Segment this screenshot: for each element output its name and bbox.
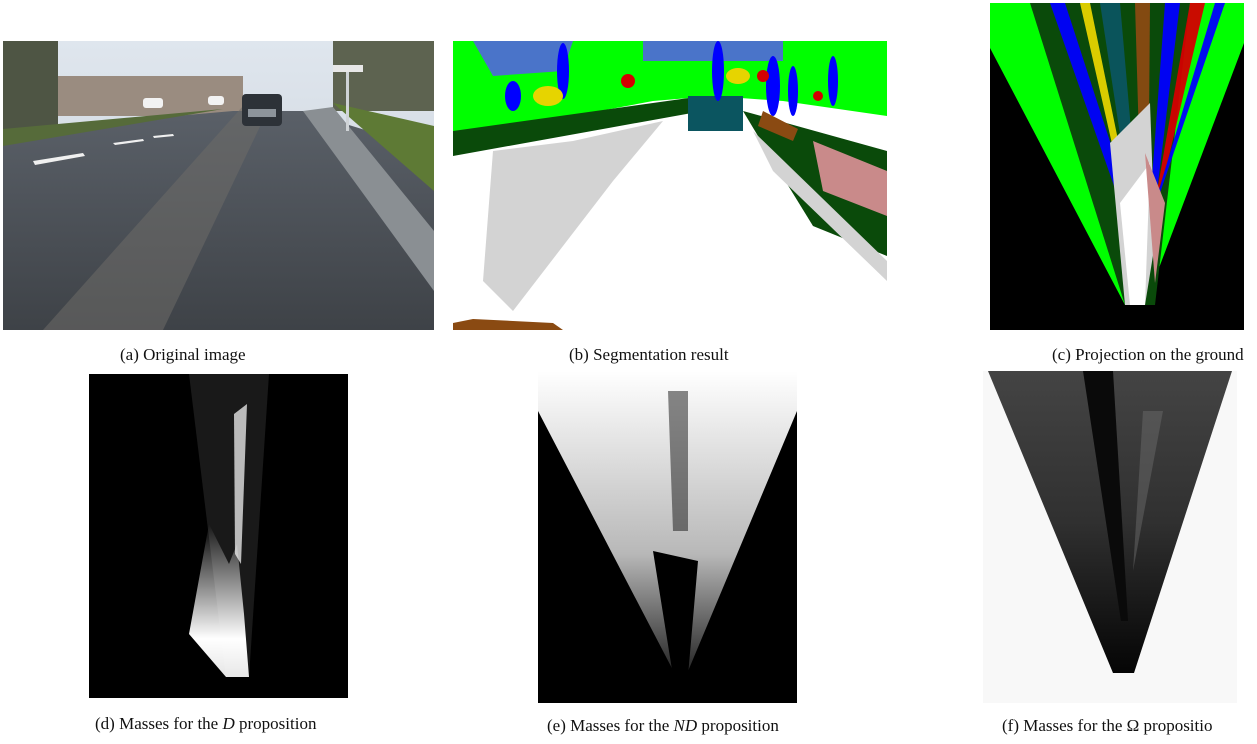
original-image [3, 41, 434, 330]
caption-a-label: (a) [120, 345, 139, 364]
masses-d-map [89, 374, 348, 698]
caption-f-post: propositio [1139, 716, 1213, 735]
caption-e-symbol: ND [673, 716, 698, 735]
caption-e: (e) Masses for the ND proposition [547, 716, 779, 736]
caption-b: (b) Segmentation result [569, 345, 729, 365]
caption-d: (d) Masses for the D proposition [95, 714, 316, 734]
masses-nd-map [538, 371, 797, 703]
caption-a: (a) Original image [120, 345, 246, 365]
caption-f-pre: Masses for the [1023, 716, 1127, 735]
caption-e-label: (e) [547, 716, 566, 735]
caption-f-symbol: Ω [1126, 716, 1140, 735]
caption-d-symbol: D [222, 714, 235, 733]
segmentation-result [453, 41, 887, 330]
caption-f-label: (f) [1002, 716, 1019, 735]
caption-b-label: (b) [569, 345, 589, 364]
masses-omega-map [983, 371, 1237, 703]
caption-d-post: proposition [234, 714, 317, 733]
caption-c-text: Projection on the ground [1075, 345, 1244, 364]
caption-c-label: (c) [1052, 345, 1071, 364]
caption-e-post: proposition [697, 716, 779, 735]
caption-e-pre: Masses for the [570, 716, 674, 735]
caption-b-text: Segmentation result [593, 345, 729, 364]
caption-d-pre: Masses for the [119, 714, 223, 733]
caption-a-text: Original image [143, 345, 246, 364]
caption-d-label: (d) [95, 714, 115, 733]
caption-f: (f) Masses for the Ω propositio [1002, 716, 1212, 736]
ground-projection [990, 3, 1244, 330]
caption-c: (c) Projection on the ground [1052, 345, 1244, 365]
